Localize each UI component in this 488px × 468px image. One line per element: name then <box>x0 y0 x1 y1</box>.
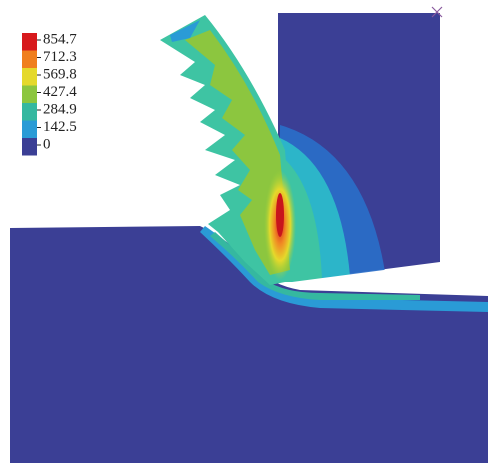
legend-label: 712.3 <box>43 49 77 65</box>
simulation-figure: 854.7 712.3569.8 427.4284.9 142.50 <box>0 0 488 463</box>
legend-swatch <box>22 33 37 51</box>
hot-core <box>276 193 284 237</box>
legend-swatch <box>22 68 37 86</box>
legend-label: 569.8 <box>43 66 77 82</box>
legend-swatch <box>22 138 37 156</box>
legend-label: 427.4 <box>43 84 77 100</box>
legend-label: 0 <box>43 136 51 152</box>
legend-swatch <box>22 86 37 104</box>
legend-label: 854.7 <box>43 31 77 47</box>
legend-swatch <box>22 121 37 139</box>
legend-swatch <box>22 103 37 121</box>
legend-label: 284.9 <box>43 101 77 117</box>
legend-swatch <box>22 51 37 69</box>
legend-label: 142.5 <box>43 119 77 135</box>
